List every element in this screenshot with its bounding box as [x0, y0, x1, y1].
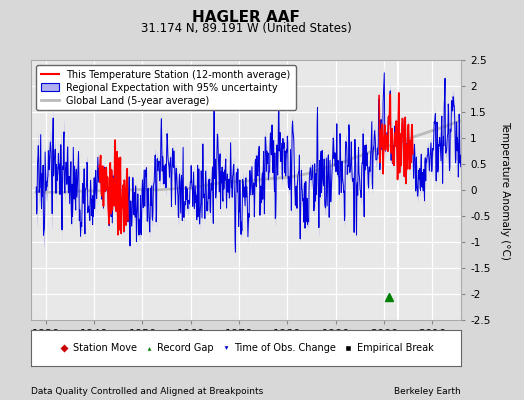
Legend: Station Move, Record Gap, Time of Obs. Change, Empirical Break: Station Move, Record Gap, Time of Obs. C…: [56, 340, 436, 356]
Text: HAGLER AAF: HAGLER AAF: [192, 10, 300, 25]
Text: 31.174 N, 89.191 W (United States): 31.174 N, 89.191 W (United States): [141, 22, 352, 35]
Legend: This Temperature Station (12-month average), Regional Expectation with 95% uncer: This Temperature Station (12-month avera…: [36, 65, 296, 110]
Text: Data Quality Controlled and Aligned at Breakpoints: Data Quality Controlled and Aligned at B…: [31, 387, 264, 396]
Y-axis label: Temperature Anomaly (°C): Temperature Anomaly (°C): [500, 120, 510, 260]
Text: Berkeley Earth: Berkeley Earth: [395, 387, 461, 396]
